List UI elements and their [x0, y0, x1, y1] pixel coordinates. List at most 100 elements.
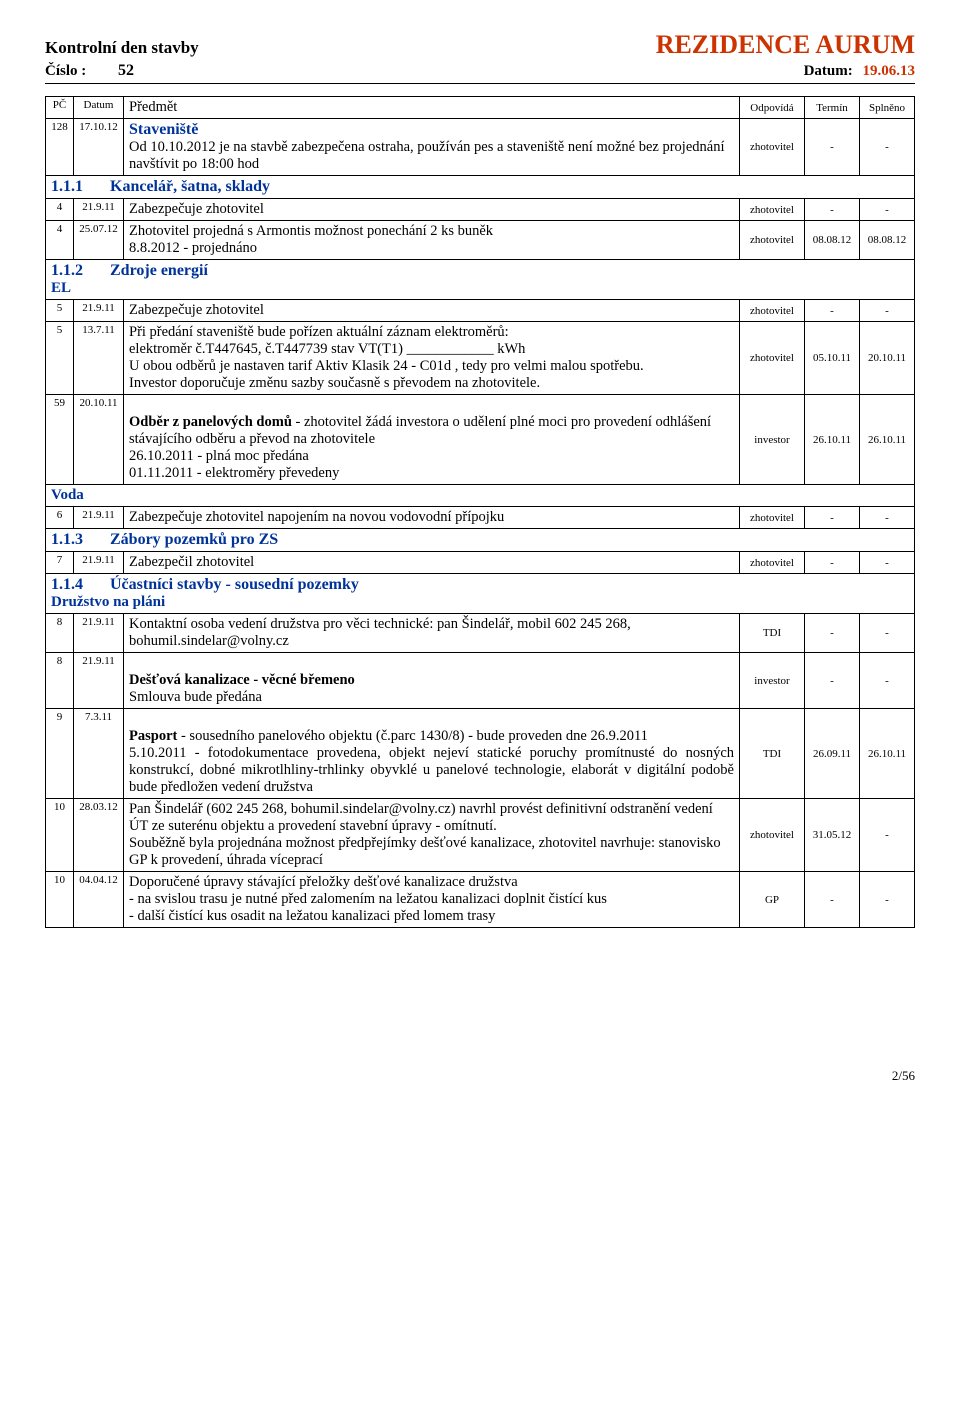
cislo-value: 52 [118, 62, 134, 80]
cell-datum: 21.9.11 [74, 300, 124, 322]
section-title: Účastníci stavby - sousední pozemky [110, 576, 359, 593]
section-num: 1.1.2 [51, 262, 106, 280]
cell-pc: 9 [46, 709, 74, 799]
cell-term: - [805, 119, 860, 176]
cell-text: Zhotovitel projedná s Armontis možnost p… [124, 221, 740, 260]
cell-spl: - [860, 872, 915, 928]
cell-spl: - [860, 300, 915, 322]
section-cell: 1.1.2 Zdroje energií EL [46, 260, 915, 300]
cell-spl: - [860, 653, 915, 709]
cell-term: - [805, 552, 860, 574]
section-num: 1.1.4 [51, 576, 106, 594]
section-cell: 1.1.3 Zábory pozemků pro ZS [46, 529, 915, 552]
doc-title-left: Kontrolní den stavby [45, 38, 199, 58]
cell-term: - [805, 507, 860, 529]
table-row: 8 21.9.11 Kontaktní osoba vedení družstv… [46, 614, 915, 653]
section-row: 1.1.4 Účastníci stavby - sousední pozemk… [46, 574, 915, 614]
th-odpovida: Odpovídá [740, 97, 805, 119]
table-row: 9 7.3.11 Pasport - sousedního panelového… [46, 709, 915, 799]
cell-datum: 21.9.11 [74, 653, 124, 709]
page-header: Kontrolní den stavby REZIDENCE AURUM Čís… [45, 30, 915, 84]
datum-label: Datum: [804, 63, 853, 79]
cell-datum: 21.9.11 [74, 199, 124, 221]
section-cell: 1.1.4 Účastníci stavby - sousední pozemk… [46, 574, 915, 614]
cell-odp: TDI [740, 614, 805, 653]
header-top: Kontrolní den stavby REZIDENCE AURUM [45, 30, 915, 60]
section-staveniste: Staveniště [129, 121, 734, 139]
cell-text-bold: Odběr z panelových domů [129, 414, 292, 430]
cell-term: - [805, 300, 860, 322]
cell-pc: 10 [46, 872, 74, 928]
table-row: 5 13.7.11 Při předání staveniště bude po… [46, 322, 915, 395]
cell-datum: 17.10.12 [74, 119, 124, 176]
cell-predmet: Odběr z panelových domů - zhotovitel žád… [124, 395, 740, 485]
datum-value: 19.06.13 [863, 63, 916, 79]
cell-text: Pan Šindelář (602 245 268, bohumil.sinde… [124, 799, 740, 872]
cell-term: - [805, 653, 860, 709]
header-sub: Číslo : 52 Datum: 19.06.13 [45, 62, 915, 80]
cislo-block: Číslo : 52 [45, 62, 134, 80]
cell-text-bold: Dešťová kanalizace - věcné břemeno [129, 672, 355, 688]
cell-spl: 26.10.11 [860, 395, 915, 485]
cell-odp: zhotovitel [740, 221, 805, 260]
cell-spl: 08.08.12 [860, 221, 915, 260]
table-row: 8 21.9.11 Dešťová kanalizace - věcné bře… [46, 653, 915, 709]
cell-datum: 13.7.11 [74, 322, 124, 395]
cell-odp: zhotovitel [740, 119, 805, 176]
section-num: 1.1.1 [51, 178, 106, 196]
cell-pc: 5 [46, 322, 74, 395]
cell-term: - [805, 872, 860, 928]
cell-spl: - [860, 507, 915, 529]
cell-odp: zhotovitel [740, 799, 805, 872]
cell-spl: - [860, 799, 915, 872]
cell-term: 08.08.12 [805, 221, 860, 260]
section-1-1-2: 1.1.2 Zdroje energií [51, 262, 909, 280]
page-number: 2/56 [45, 1068, 915, 1084]
th-datum: Datum [74, 97, 124, 119]
cell-spl: 26.10.11 [860, 709, 915, 799]
cell-datum: 04.04.12 [74, 872, 124, 928]
cell-pc: 7 [46, 552, 74, 574]
cell-odp: investor [740, 395, 805, 485]
table-row: 10 04.04.12 Doporučené úpravy stávající … [46, 872, 915, 928]
cell-text: Zabezpečuje zhotovitel [124, 300, 740, 322]
section-druzstvo: Družstvo na pláni [51, 594, 909, 611]
table-row: 128 17.10.12 Staveniště Od 10.10.2012 je… [46, 119, 915, 176]
section-row: 1.1.1 Kancelář, šatna, sklady [46, 176, 915, 199]
cell-odp: investor [740, 653, 805, 709]
section-title: Kancelář, šatna, sklady [110, 178, 270, 195]
cell-text: Zabezpečuje zhotovitel [124, 199, 740, 221]
cell-term: - [805, 614, 860, 653]
cell-text-bold: Pasport [129, 728, 177, 744]
cell-datum: 28.03.12 [74, 799, 124, 872]
cell-spl: - [860, 119, 915, 176]
cell-predmet: Staveniště Od 10.10.2012 je na stavbě za… [124, 119, 740, 176]
cell-term: - [805, 199, 860, 221]
cell-text: Smlouva bude předána [129, 689, 262, 705]
cell-pc: 128 [46, 119, 74, 176]
cell-odp: TDI [740, 709, 805, 799]
cislo-label: Číslo : [45, 63, 86, 79]
cell-odp: zhotovitel [740, 199, 805, 221]
cell-term: 26.09.11 [805, 709, 860, 799]
cell-odp: zhotovitel [740, 552, 805, 574]
header-divider [45, 83, 915, 84]
section-title: Zdroje energií [110, 262, 208, 279]
cell-predmet: Dešťová kanalizace - věcné břemeno Smlou… [124, 653, 740, 709]
cell-pc: 59 [46, 395, 74, 485]
cell-datum: 25.07.12 [74, 221, 124, 260]
cell-pc: 6 [46, 507, 74, 529]
cell-spl: 20.10.11 [860, 322, 915, 395]
cell-text: Doporučené úpravy stávající přeložky deš… [124, 872, 740, 928]
datum-block: Datum: 19.06.13 [804, 63, 915, 80]
cell-pc: 10 [46, 799, 74, 872]
cell-pc: 4 [46, 221, 74, 260]
cell-spl: - [860, 199, 915, 221]
th-pc: PČ [46, 97, 74, 119]
cell-datum: 21.9.11 [74, 552, 124, 574]
table-row: 59 20.10.11 Odběr z panelových domů - zh… [46, 395, 915, 485]
cell-pc: 4 [46, 199, 74, 221]
section-cell: Voda [46, 485, 915, 507]
cell-spl: - [860, 614, 915, 653]
cell-term: 26.10.11 [805, 395, 860, 485]
